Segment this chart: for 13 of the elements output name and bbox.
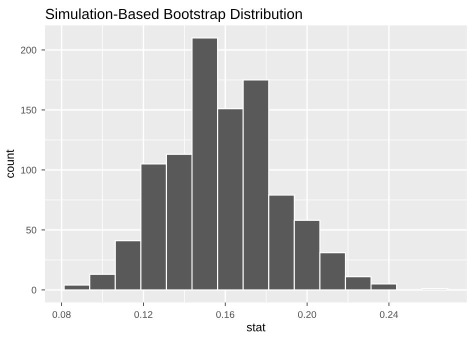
y-tick-label: 200	[20, 46, 36, 54]
y-axis-title: count	[6, 150, 14, 178]
x-tick-label: 0.16	[216, 311, 234, 318]
chart-title: Simulation-Based Bootstrap Distribution	[46, 8, 302, 22]
y-tick-label: 150	[21, 106, 36, 114]
x-tick-label: 0.08	[52, 311, 71, 318]
x-tick-label: 0.24	[380, 311, 398, 318]
x-tick-label: 0.20	[298, 311, 316, 318]
y-tick-label: 50	[26, 226, 36, 234]
x-axis-title: stat	[246, 324, 266, 332]
x-tick-label: 0.12	[134, 311, 152, 318]
y-tick-label: 0	[32, 286, 36, 294]
y-tick-label: 100	[21, 166, 36, 174]
